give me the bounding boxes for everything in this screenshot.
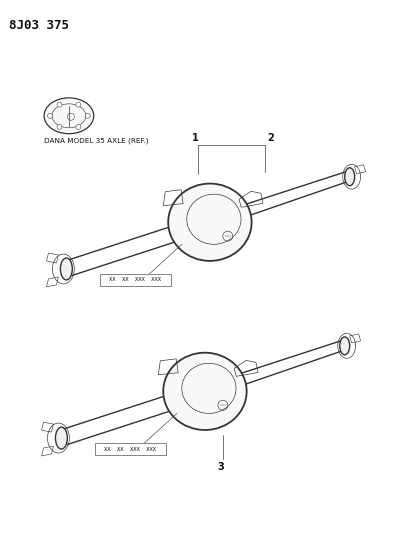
Text: 1: 1 [192, 133, 198, 143]
Text: 3: 3 [217, 462, 224, 472]
Text: DANA MODEL 35 AXLE (REF.): DANA MODEL 35 AXLE (REF.) [44, 138, 148, 144]
Ellipse shape [168, 183, 251, 261]
Ellipse shape [61, 258, 72, 280]
Text: 8J03 375: 8J03 375 [10, 19, 69, 33]
Ellipse shape [55, 427, 67, 449]
Bar [95, 443, 166, 455]
Bar [100, 274, 171, 286]
Ellipse shape [44, 98, 94, 134]
Circle shape [57, 125, 62, 130]
Circle shape [57, 102, 62, 107]
Ellipse shape [340, 337, 350, 355]
Text: XX  XX  XXX  XXX: XX XX XXX XXX [105, 447, 156, 451]
Ellipse shape [345, 168, 355, 185]
Text: 2: 2 [268, 133, 274, 143]
Circle shape [76, 102, 81, 107]
Ellipse shape [163, 353, 247, 430]
Circle shape [48, 114, 53, 118]
Text: XX  XX  XXX  XXX: XX XX XXX XXX [109, 278, 162, 282]
Circle shape [85, 114, 90, 118]
Circle shape [76, 125, 81, 130]
